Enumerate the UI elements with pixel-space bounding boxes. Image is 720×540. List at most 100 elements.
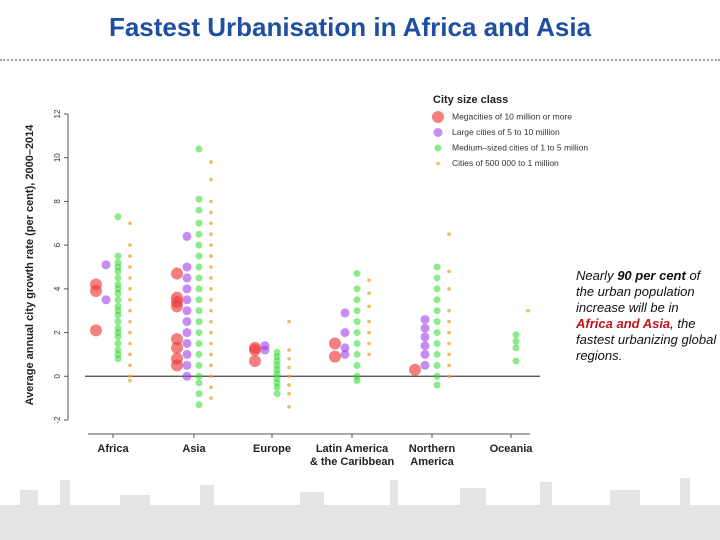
point: [447, 269, 451, 274]
point: [353, 307, 361, 315]
point: [447, 319, 451, 324]
point: [182, 284, 192, 294]
point: [433, 361, 441, 369]
point: [182, 349, 192, 359]
slide-title: Fastest Urbanisation in Africa and Asia: [108, 12, 592, 42]
legend-swatch: [436, 161, 440, 166]
point: [260, 345, 270, 355]
point: [209, 177, 213, 182]
point: [209, 265, 213, 269]
point: [182, 262, 192, 272]
point: [433, 381, 441, 389]
point: [209, 374, 213, 379]
point: [195, 206, 203, 214]
legend-swatch: [432, 111, 444, 123]
point: [195, 195, 203, 203]
y-tick-label: 4: [53, 286, 62, 291]
point: [128, 297, 132, 302]
legend-label: Large cities of 5 to 10 million: [452, 127, 560, 137]
point: [273, 390, 281, 398]
point: [171, 267, 183, 280]
point: [367, 278, 371, 282]
y-tick-label: 0: [53, 374, 62, 379]
skyline: [0, 478, 720, 540]
point: [171, 333, 183, 346]
point: [367, 304, 371, 309]
point: [209, 221, 213, 226]
point: [195, 329, 203, 337]
point: [447, 287, 451, 291]
point: [128, 308, 132, 313]
point: [526, 308, 530, 313]
point: [353, 285, 361, 293]
point: [447, 232, 451, 237]
legend-label: Cities of 500 000 to 1 million: [452, 158, 559, 168]
point: [340, 308, 350, 318]
point: [195, 252, 203, 260]
point: [128, 276, 132, 280]
legend-title: City size class: [433, 94, 508, 106]
point: [209, 352, 213, 357]
point: [114, 311, 122, 319]
note-bold: 90 per cent: [617, 268, 686, 283]
point: [447, 308, 451, 313]
point: [195, 145, 203, 153]
point: [209, 254, 213, 258]
point: [209, 297, 213, 302]
point: [195, 263, 203, 271]
point: [287, 374, 291, 379]
point: [195, 350, 203, 358]
point: [209, 385, 213, 390]
point: [433, 263, 441, 271]
point: [209, 210, 213, 215]
point: [114, 296, 122, 304]
point: [195, 372, 203, 380]
annotation: Nearly 90 per cent of the urban populati…: [576, 268, 718, 364]
point: [367, 352, 371, 357]
point: [433, 274, 441, 282]
point: [195, 230, 203, 238]
point: [209, 341, 213, 346]
point: [249, 344, 261, 357]
point: [209, 243, 213, 247]
point: [195, 285, 203, 293]
point: [128, 243, 132, 247]
point: [420, 332, 430, 342]
point: [182, 371, 192, 381]
point: [195, 274, 203, 282]
point: [433, 350, 441, 358]
point: [367, 330, 371, 335]
x-tick-label: Africa: [97, 443, 129, 455]
x-tick-label: Asia: [182, 443, 206, 455]
point: [195, 340, 203, 347]
point: [209, 319, 213, 324]
point: [114, 267, 122, 275]
point: [433, 285, 441, 293]
y-axis-label: Average annual city growth rate (per cen…: [24, 124, 36, 406]
point: [195, 318, 203, 326]
point: [128, 330, 132, 335]
point: [273, 383, 281, 391]
point: [128, 374, 132, 379]
x-tick-label: Europe: [253, 443, 291, 455]
point: [353, 350, 361, 358]
point: [114, 340, 122, 347]
point: [195, 379, 203, 387]
point: [114, 274, 122, 282]
note-text: of the urban population increase will be…: [576, 268, 701, 315]
point: [287, 391, 291, 396]
point: [353, 318, 361, 326]
point: [420, 314, 430, 324]
x-tick-label: Oceania: [489, 443, 533, 455]
point: [420, 341, 430, 351]
point: [287, 319, 291, 324]
point: [182, 328, 192, 338]
point: [433, 318, 441, 326]
point: [195, 219, 203, 227]
legend-label: Megacities of 10 million or more: [452, 111, 572, 121]
point: [182, 339, 192, 348]
point: [101, 295, 111, 305]
point: [433, 296, 441, 304]
point: [420, 360, 430, 370]
point: [182, 306, 192, 316]
